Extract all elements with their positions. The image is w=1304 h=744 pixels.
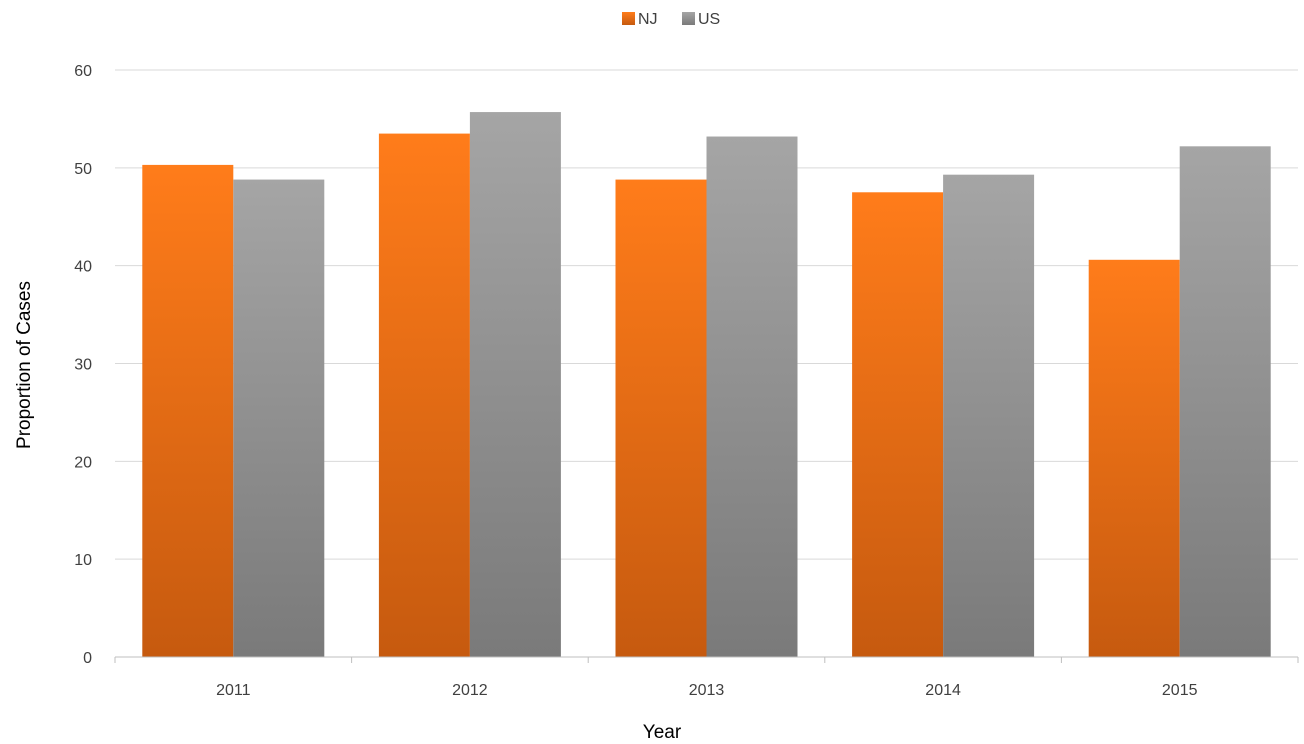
x-axis-title: Year xyxy=(643,722,682,743)
legend-label-us: US xyxy=(698,11,720,28)
y-axis-title: Proportion of Cases xyxy=(14,281,35,449)
y-tick-label: 20 xyxy=(74,454,92,471)
bar-nj-2015 xyxy=(1088,259,1180,657)
bar-nj-2011 xyxy=(142,164,234,658)
bar-nj-2013 xyxy=(615,179,707,657)
bar-nj-2014 xyxy=(852,192,944,657)
bar-us-2012 xyxy=(469,112,561,657)
bar-us-2011 xyxy=(233,179,325,657)
bar-us-2015 xyxy=(1179,146,1271,657)
y-tick-label: 10 xyxy=(74,552,92,569)
y-tick-label: 40 xyxy=(74,259,92,276)
legend-swatch-nj xyxy=(622,12,635,25)
legend-label-nj: NJ xyxy=(638,11,658,28)
x-tick-label: 2013 xyxy=(689,682,725,699)
x-tick-label: 2012 xyxy=(452,682,488,699)
bar-us-2014 xyxy=(943,174,1035,657)
y-tick-label: 30 xyxy=(74,357,92,374)
bars xyxy=(142,112,1271,658)
bar-us-2013 xyxy=(706,136,798,657)
y-tick-label: 60 xyxy=(74,63,92,80)
x-tick-label: 2011 xyxy=(216,682,251,699)
bar-nj-2012 xyxy=(378,133,470,657)
y-tick-label: 50 xyxy=(74,161,92,178)
legend-swatch-us xyxy=(682,12,695,25)
legend: NJ US xyxy=(622,11,720,28)
x-tick-label: 2014 xyxy=(925,682,961,699)
x-axis xyxy=(114,656,1299,663)
y-tick-label: 0 xyxy=(83,650,92,667)
x-axis-tick-labels: 2011 2012 2013 2014 2015 xyxy=(216,682,1198,699)
y-axis-tick-labels: 0 10 20 30 40 50 60 xyxy=(74,63,92,667)
x-tick-label: 2015 xyxy=(1162,682,1198,699)
